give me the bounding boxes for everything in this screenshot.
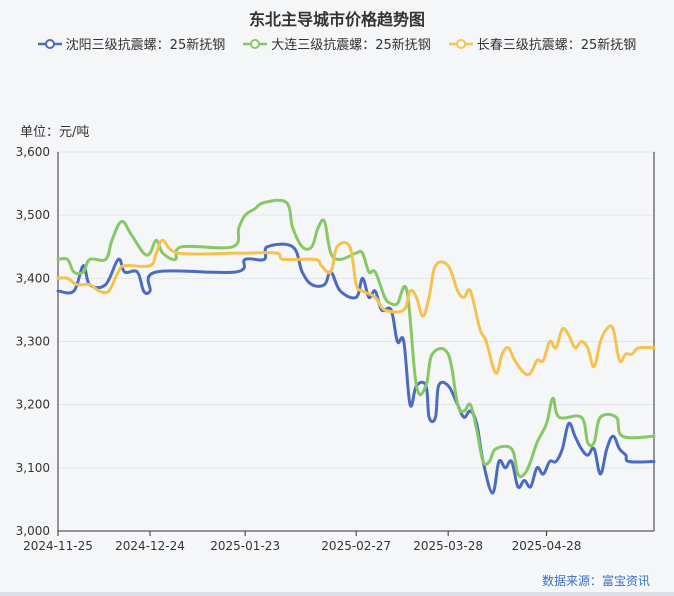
legend-swatch-shenyang-icon (37, 38, 62, 49)
legend-swatch-dalian-icon (243, 38, 268, 49)
y-tick-label: 3,200 (16, 398, 50, 412)
data-source-label: 数据来源：富宝资讯 (541, 574, 650, 588)
legend: 沈阳三级抗震螺：25新抚钢 大连三级抗震螺：25新抚钢 长春三级抗震螺：25新抚… (0, 34, 674, 53)
y-tick-label: 3,100 (16, 461, 50, 475)
x-tick-label: 2025-03-28 (413, 539, 483, 553)
y-axis-unit-label: 单位：元/吨 (20, 125, 90, 140)
y-tick-label: 3,000 (16, 524, 50, 538)
y-tick-label: 3,500 (16, 208, 50, 222)
legend-label-dalian: 大连三级抗震螺：25新抚钢 (271, 38, 431, 53)
legend-swatch-changchun-icon (448, 38, 473, 49)
series-line-changchun[interactable] (56, 238, 656, 377)
grid-layer (58, 151, 654, 469)
legend-item-changchun[interactable]: 长春三级抗震螺：25新抚钢 (448, 34, 637, 53)
y-tick-label: 3,400 (16, 271, 50, 285)
bottom-strip (0, 592, 674, 596)
legend-item-shenyang[interactable]: 沈阳三级抗震螺：25新抚钢 (37, 34, 226, 53)
y-tick-label: 3,600 (16, 145, 50, 159)
x-tick-label: 2025-02-27 (321, 539, 391, 553)
series-layer (56, 198, 656, 495)
series-line-dalian[interactable] (56, 198, 656, 479)
y-tick-label: 3,300 (16, 335, 50, 349)
x-tick-label: 2024-11-25 (23, 539, 93, 553)
x-tick-label: 2024-12-24 (115, 539, 185, 553)
chart-title: 东北主导城市价格趋势图 (248, 10, 425, 29)
legend-label-shenyang: 沈阳三级抗震螺：25新抚钢 (65, 38, 226, 53)
series-line-shenyang[interactable] (56, 242, 656, 495)
legend-item-dalian[interactable]: 大连三级抗震螺：25新抚钢 (243, 34, 431, 53)
legend-label-changchun: 长春三级抗震螺：25新抚钢 (476, 38, 637, 53)
x-tick-label: 2025-01-23 (210, 539, 280, 553)
x-tick-label: 2025-04-28 (512, 539, 582, 553)
axis-layer: 3,000 3,100 3,200 3,300 3,400 3,500 3,600 2024-… (16, 145, 655, 553)
